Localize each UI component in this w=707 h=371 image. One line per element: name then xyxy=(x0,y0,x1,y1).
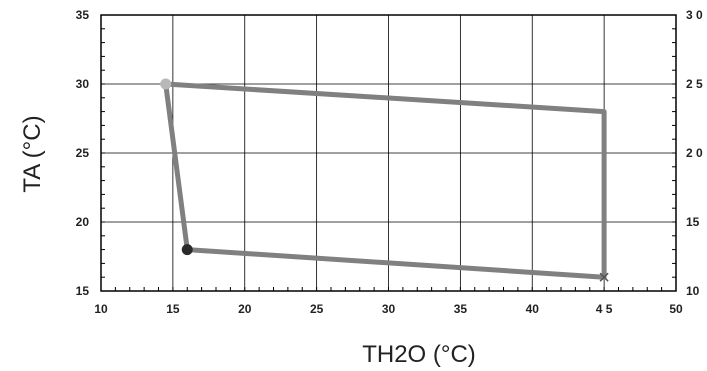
y-tick-label: 30 xyxy=(76,77,90,91)
y2-tick-label: 15 xyxy=(686,215,700,229)
x-tick-label: 50 xyxy=(669,302,683,316)
marker-layer xyxy=(160,78,609,282)
grid xyxy=(101,15,676,291)
y-tick-label: 20 xyxy=(76,215,90,229)
y-axis-title: TA (°C) xyxy=(19,115,46,192)
y2-tick-label: 10 xyxy=(686,284,700,298)
y-tick-label: 25 xyxy=(76,146,90,160)
plot-border xyxy=(100,14,677,292)
y2-tick-labels: 10 15 2 0 2 5 3 0 xyxy=(686,8,703,298)
y2-tick-label: 2 0 xyxy=(686,146,703,160)
y-tick-label: 15 xyxy=(76,284,90,298)
plot-frame xyxy=(100,14,677,292)
y-tick-label: 35 xyxy=(76,8,90,22)
x-tick-label: 25 xyxy=(310,302,324,316)
x-tick-label: 30 xyxy=(382,302,396,316)
x-tick-label: 40 xyxy=(526,302,540,316)
data-point-marker xyxy=(160,78,172,90)
data-point-marker xyxy=(181,244,193,256)
x-tick-label: 4 5 xyxy=(596,302,613,316)
x-tick-label: 10 xyxy=(94,302,108,316)
x-tick-label: 35 xyxy=(454,302,468,316)
x-axis-title: TH2O (°C) xyxy=(362,341,476,368)
y-tick-labels: 15 20 25 30 35 xyxy=(76,8,90,298)
y2-tick-label: 2 5 xyxy=(686,77,703,91)
y2-tick-label: 3 0 xyxy=(686,8,703,22)
series-line xyxy=(163,81,607,280)
x-tick-label: 15 xyxy=(166,302,180,316)
series-layer xyxy=(163,81,607,280)
x-tick-labels: 10 15 20 25 30 35 40 4 5 50 xyxy=(94,302,683,316)
data-point-marker-x-stroke xyxy=(599,272,609,282)
x-tick-label: 20 xyxy=(238,302,252,316)
